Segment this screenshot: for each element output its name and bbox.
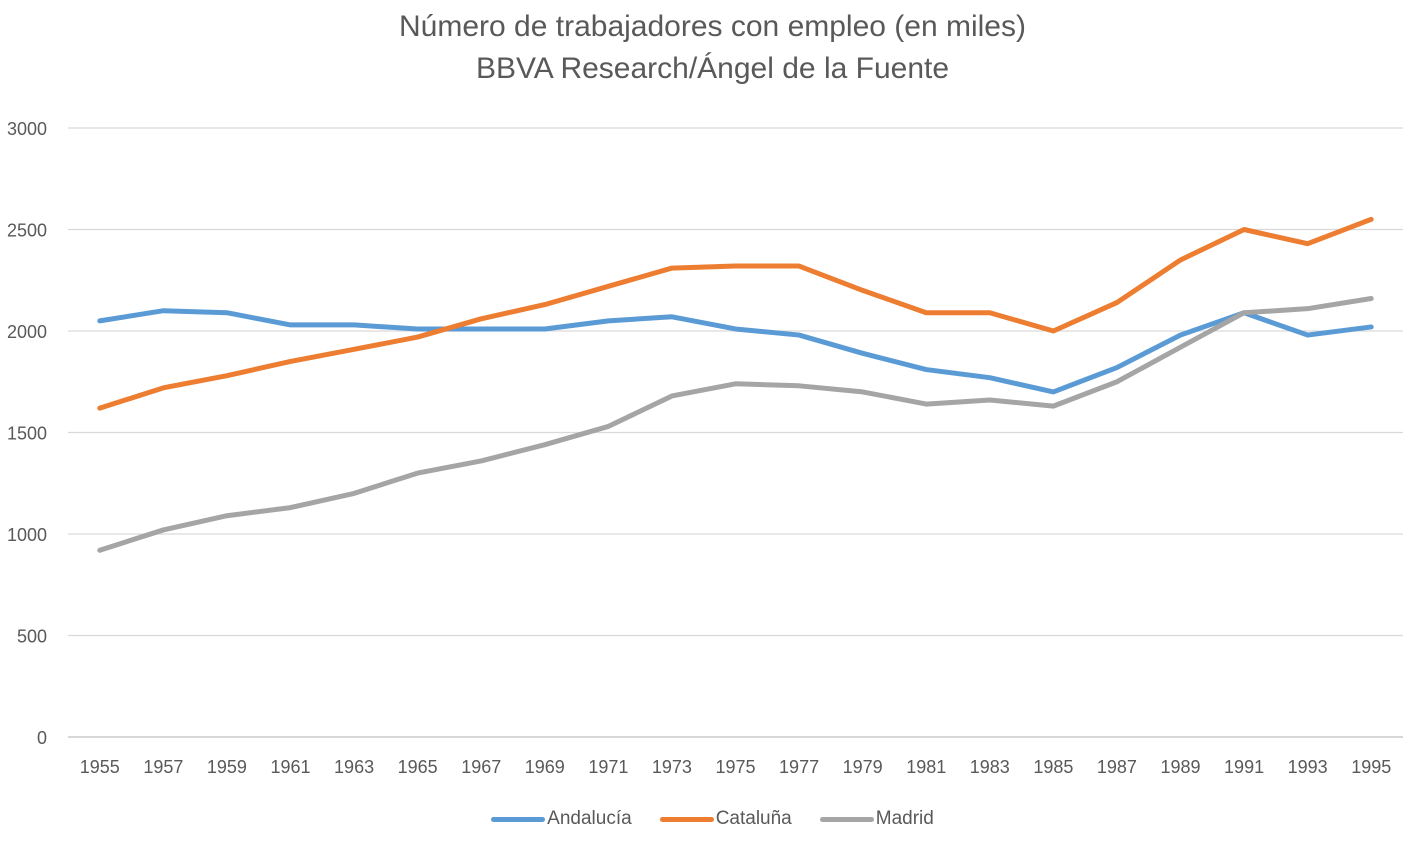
x-tick-label: 1969 <box>525 757 565 777</box>
legend-swatch <box>659 816 714 822</box>
legend-item-andalucia[interactable]: Andalucía <box>491 808 632 830</box>
y-tick-label: 0 <box>37 728 47 748</box>
x-tick-label: 1995 <box>1351 757 1391 777</box>
legend-label: Cataluña <box>715 808 792 829</box>
y-tick-label: 2000 <box>7 322 47 342</box>
x-tick-label: 1957 <box>143 757 183 777</box>
legend-swatch <box>491 816 546 822</box>
x-tick-label: 1963 <box>334 757 374 777</box>
x-tick-label: 1991 <box>1224 757 1264 777</box>
x-tick-label: 1967 <box>461 757 501 777</box>
legend-swatch <box>819 816 874 822</box>
y-tick-label: 1000 <box>7 525 47 545</box>
x-tick-label: 1975 <box>715 757 755 777</box>
legend-label: Andalucía <box>547 808 632 829</box>
x-tick-label: 1965 <box>398 757 438 777</box>
x-tick-label: 1981 <box>906 757 946 777</box>
x-tick-label: 1983 <box>970 757 1010 777</box>
x-tick-label: 1987 <box>1097 757 1137 777</box>
y-tick-label: 1500 <box>7 424 47 444</box>
series-line-andalucía <box>97 308 1374 395</box>
x-tick-label: 1955 <box>80 757 120 777</box>
x-tick-label: 1961 <box>270 757 310 777</box>
y-tick-label: 500 <box>17 627 47 647</box>
series-line-cataluña <box>97 216 1374 411</box>
legend-item-cataluna[interactable]: Cataluña <box>659 808 792 830</box>
legend-item-madrid[interactable]: Madrid <box>819 808 934 830</box>
y-tick-label: 2500 <box>7 221 47 241</box>
legend-label: Madrid <box>875 808 934 829</box>
x-tick-label: 1973 <box>652 757 692 777</box>
x-tick-label: 1989 <box>1160 757 1200 777</box>
x-tick-label: 1993 <box>1288 757 1328 777</box>
x-tick-label: 1977 <box>779 757 819 777</box>
chart-subtitle: BBVA Research/Ángel de la Fuente <box>475 52 950 85</box>
legend: Andalucía Cataluña Madrid <box>0 808 1425 830</box>
chart-title: Número de trabajadores con empleo (en mi… <box>399 10 1026 43</box>
x-tick-label: 1979 <box>843 757 883 777</box>
y-tick-label: 3000 <box>7 119 47 139</box>
x-tick-label: 1985 <box>1033 757 1073 777</box>
x-tick-label: 1971 <box>588 757 628 777</box>
x-tick-label: 1959 <box>207 757 247 777</box>
